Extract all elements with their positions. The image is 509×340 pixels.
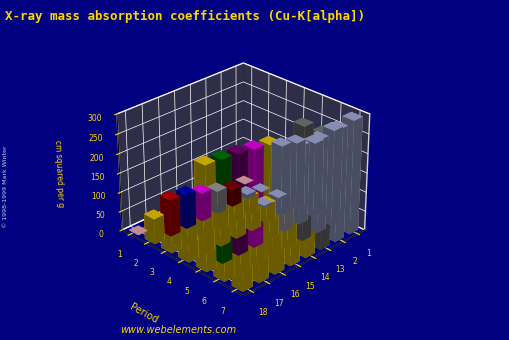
- Text: www.webelements.com: www.webelements.com: [120, 325, 236, 335]
- Text: © 1998-1999 Mark Winter: © 1998-1999 Mark Winter: [3, 146, 8, 228]
- Text: X-ray mass absorption coefficients (Cu-K[alpha]): X-ray mass absorption coefficients (Cu-K…: [5, 10, 364, 23]
- Y-axis label: Period: Period: [128, 302, 159, 325]
